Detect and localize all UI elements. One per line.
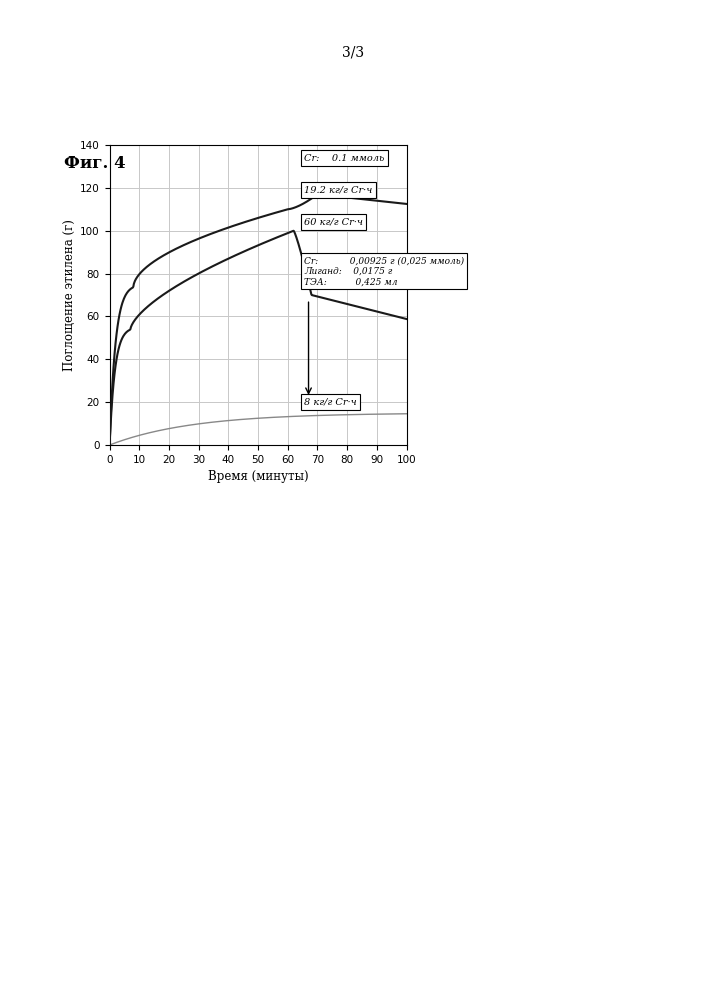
- X-axis label: Время (минуты): Время (минуты): [208, 470, 308, 483]
- Text: Фиг. 4: Фиг. 4: [64, 155, 125, 172]
- Text: 3/3: 3/3: [342, 45, 365, 59]
- Text: 8 кг/г Cr·ч: 8 кг/г Cr·ч: [304, 398, 357, 407]
- Text: 19.2 кг/г Cr·ч: 19.2 кг/г Cr·ч: [304, 186, 373, 195]
- Text: Cr:           0,00925 г (0,025 ммоль)
Лиганд:    0,0175 г
ТЭА:          0,425 мл: Cr: 0,00925 г (0,025 ммоль) Лиганд: 0,01…: [304, 256, 464, 286]
- Y-axis label: Поглощение этилена (г): Поглощение этилена (г): [63, 219, 76, 371]
- Text: Cr:    0.1 ммоль: Cr: 0.1 ммоль: [304, 154, 385, 163]
- Text: 60 кг/г Cr·ч: 60 кг/г Cr·ч: [304, 218, 363, 227]
